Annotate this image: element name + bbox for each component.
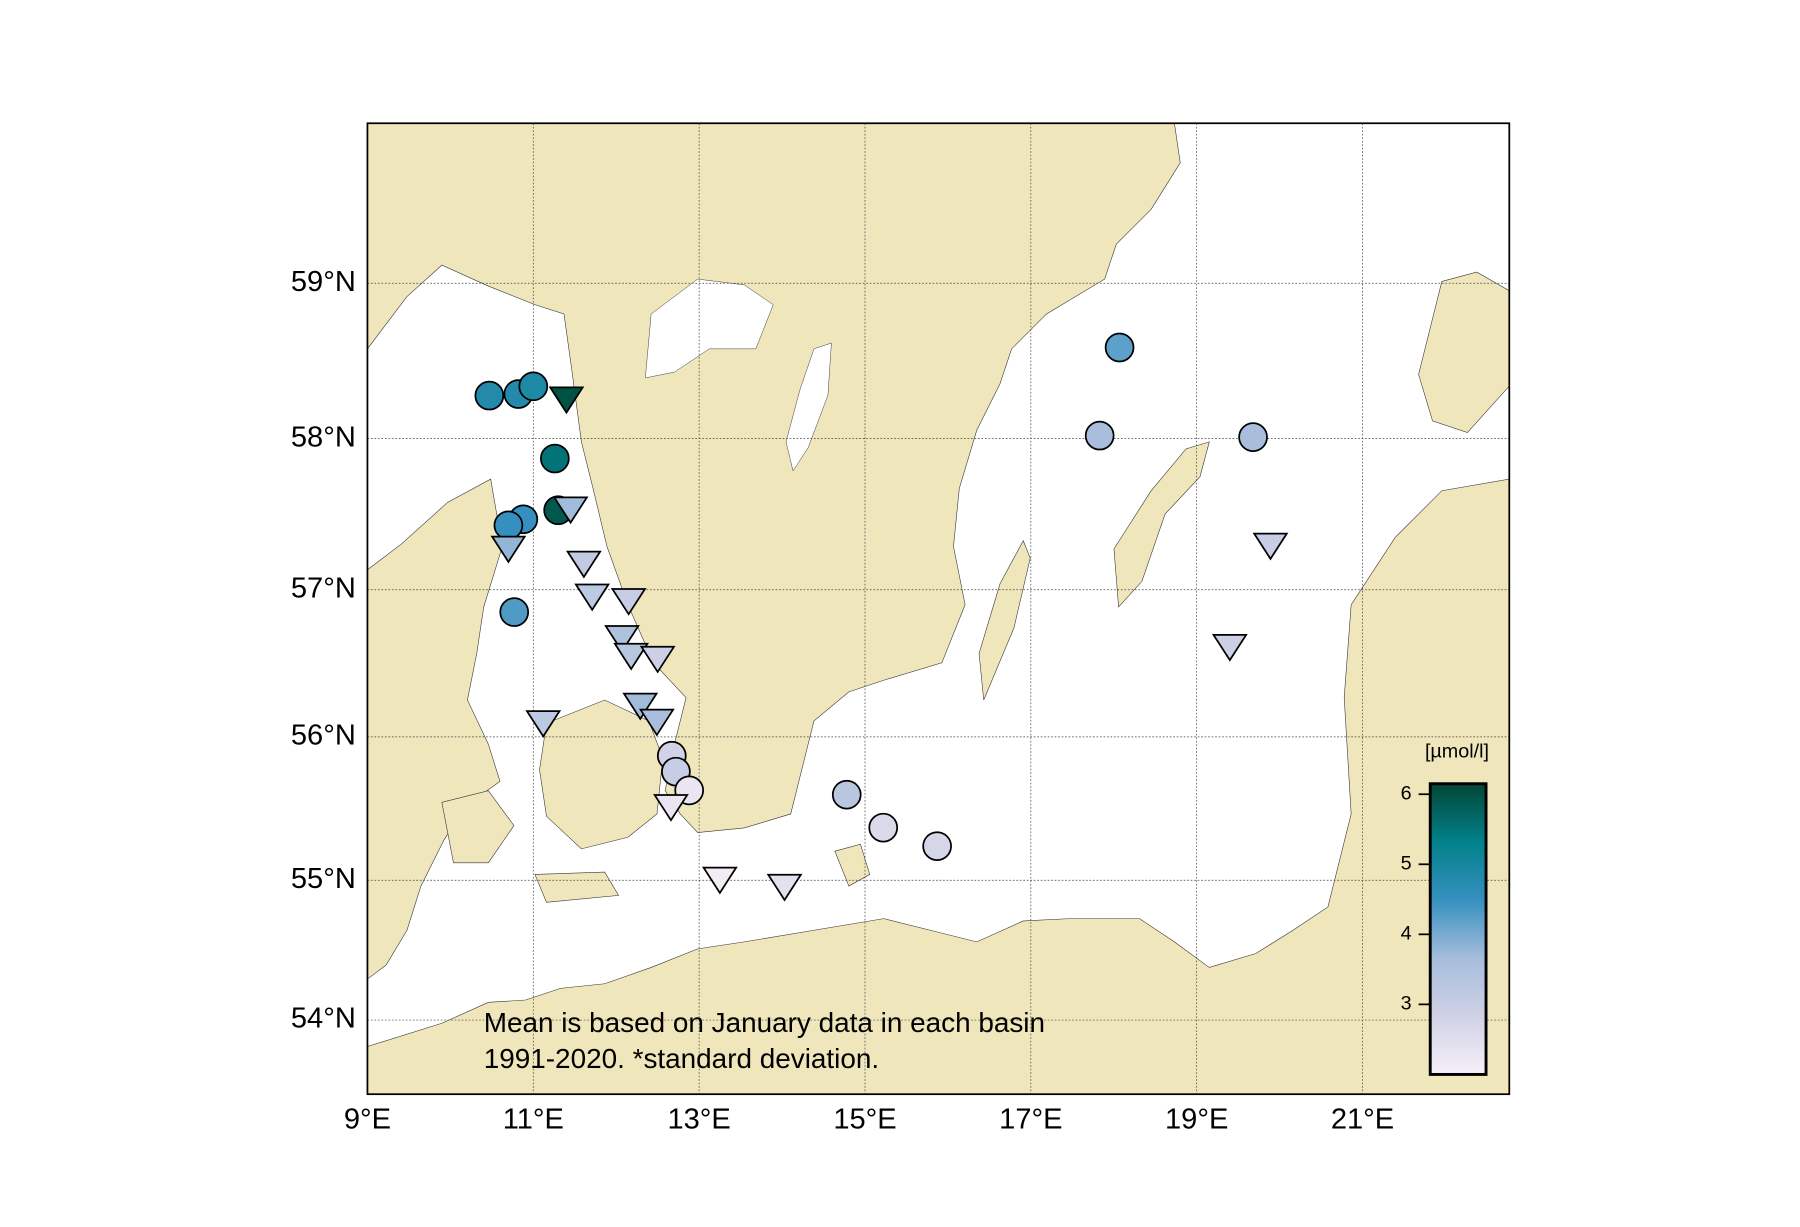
station-marker: [540, 443, 570, 474]
colorbar: [1428, 782, 1488, 1076]
land: [978, 540, 1031, 701]
station-marker: [1252, 532, 1289, 561]
y-tick-label: 58°N: [291, 421, 356, 453]
lake: [645, 278, 774, 379]
y-tick-label: 54°N: [291, 1003, 356, 1035]
station-marker: [653, 794, 689, 822]
land: [367, 123, 1181, 833]
x-tick-label: 15°E: [833, 1104, 896, 1136]
colorbar-label: [µmol/l]: [1425, 741, 1489, 763]
y-tick-label: 56°N: [291, 720, 356, 752]
x-tick-label: 17°E: [999, 1104, 1062, 1136]
station-marker: [701, 866, 738, 895]
station-marker: [638, 708, 675, 737]
land: [834, 843, 871, 887]
land: [367, 478, 503, 980]
land: [1418, 271, 1510, 433]
y-tick-label: 59°N: [291, 266, 356, 298]
station-marker: [1084, 420, 1115, 451]
station-marker: [622, 692, 659, 721]
x-tick-label: 9°E: [344, 1104, 391, 1136]
station-marker: [525, 710, 562, 738]
station-marker: [1238, 422, 1268, 452]
station-marker: [490, 535, 527, 564]
land: [1113, 441, 1210, 608]
station-marker: [499, 597, 530, 627]
annotation: Mean is based on January data in each ba…: [484, 1007, 1045, 1038]
station-marker: [1211, 634, 1248, 662]
x-tick-label: 21°E: [1331, 1104, 1394, 1136]
station-marker: [639, 645, 676, 674]
colorbar-tick-label: 4: [1401, 923, 1412, 945]
y-tick-label: 57°N: [291, 572, 356, 604]
land: [367, 478, 1510, 1095]
annotation: 1991-2020. *standard deviation.: [484, 1043, 879, 1074]
station-marker: [474, 380, 505, 411]
map-frame: [366, 122, 1511, 1096]
colorbar-tick-label: 6: [1401, 782, 1412, 804]
station-marker: [548, 386, 585, 415]
y-tick-label: 55°N: [291, 863, 356, 895]
points: [474, 332, 1289, 902]
x-tick-label: 19°E: [1165, 1104, 1228, 1136]
station-marker: [766, 873, 803, 902]
station-marker: [574, 583, 611, 612]
station-marker: [493, 510, 524, 541]
station-marker: [1104, 332, 1135, 363]
grid: [367, 123, 1510, 1095]
station-marker: [552, 496, 589, 525]
station-marker: [868, 812, 899, 843]
colorbar-tick-label: 5: [1401, 853, 1412, 875]
land: [539, 699, 664, 850]
station-marker: [565, 550, 602, 579]
station-marker: [831, 779, 862, 810]
colorbar-tick-label: 3: [1401, 993, 1412, 1015]
land: [441, 790, 515, 864]
station-marker: [613, 642, 650, 671]
x-tick-label: 11°E: [503, 1104, 564, 1136]
station-marker: [518, 371, 549, 402]
station-marker: [604, 625, 640, 653]
x-tick-label: 13°E: [667, 1104, 730, 1136]
station-marker: [610, 588, 647, 616]
land: [534, 871, 620, 903]
station-marker: [922, 831, 952, 862]
basemap: [367, 123, 1510, 1095]
